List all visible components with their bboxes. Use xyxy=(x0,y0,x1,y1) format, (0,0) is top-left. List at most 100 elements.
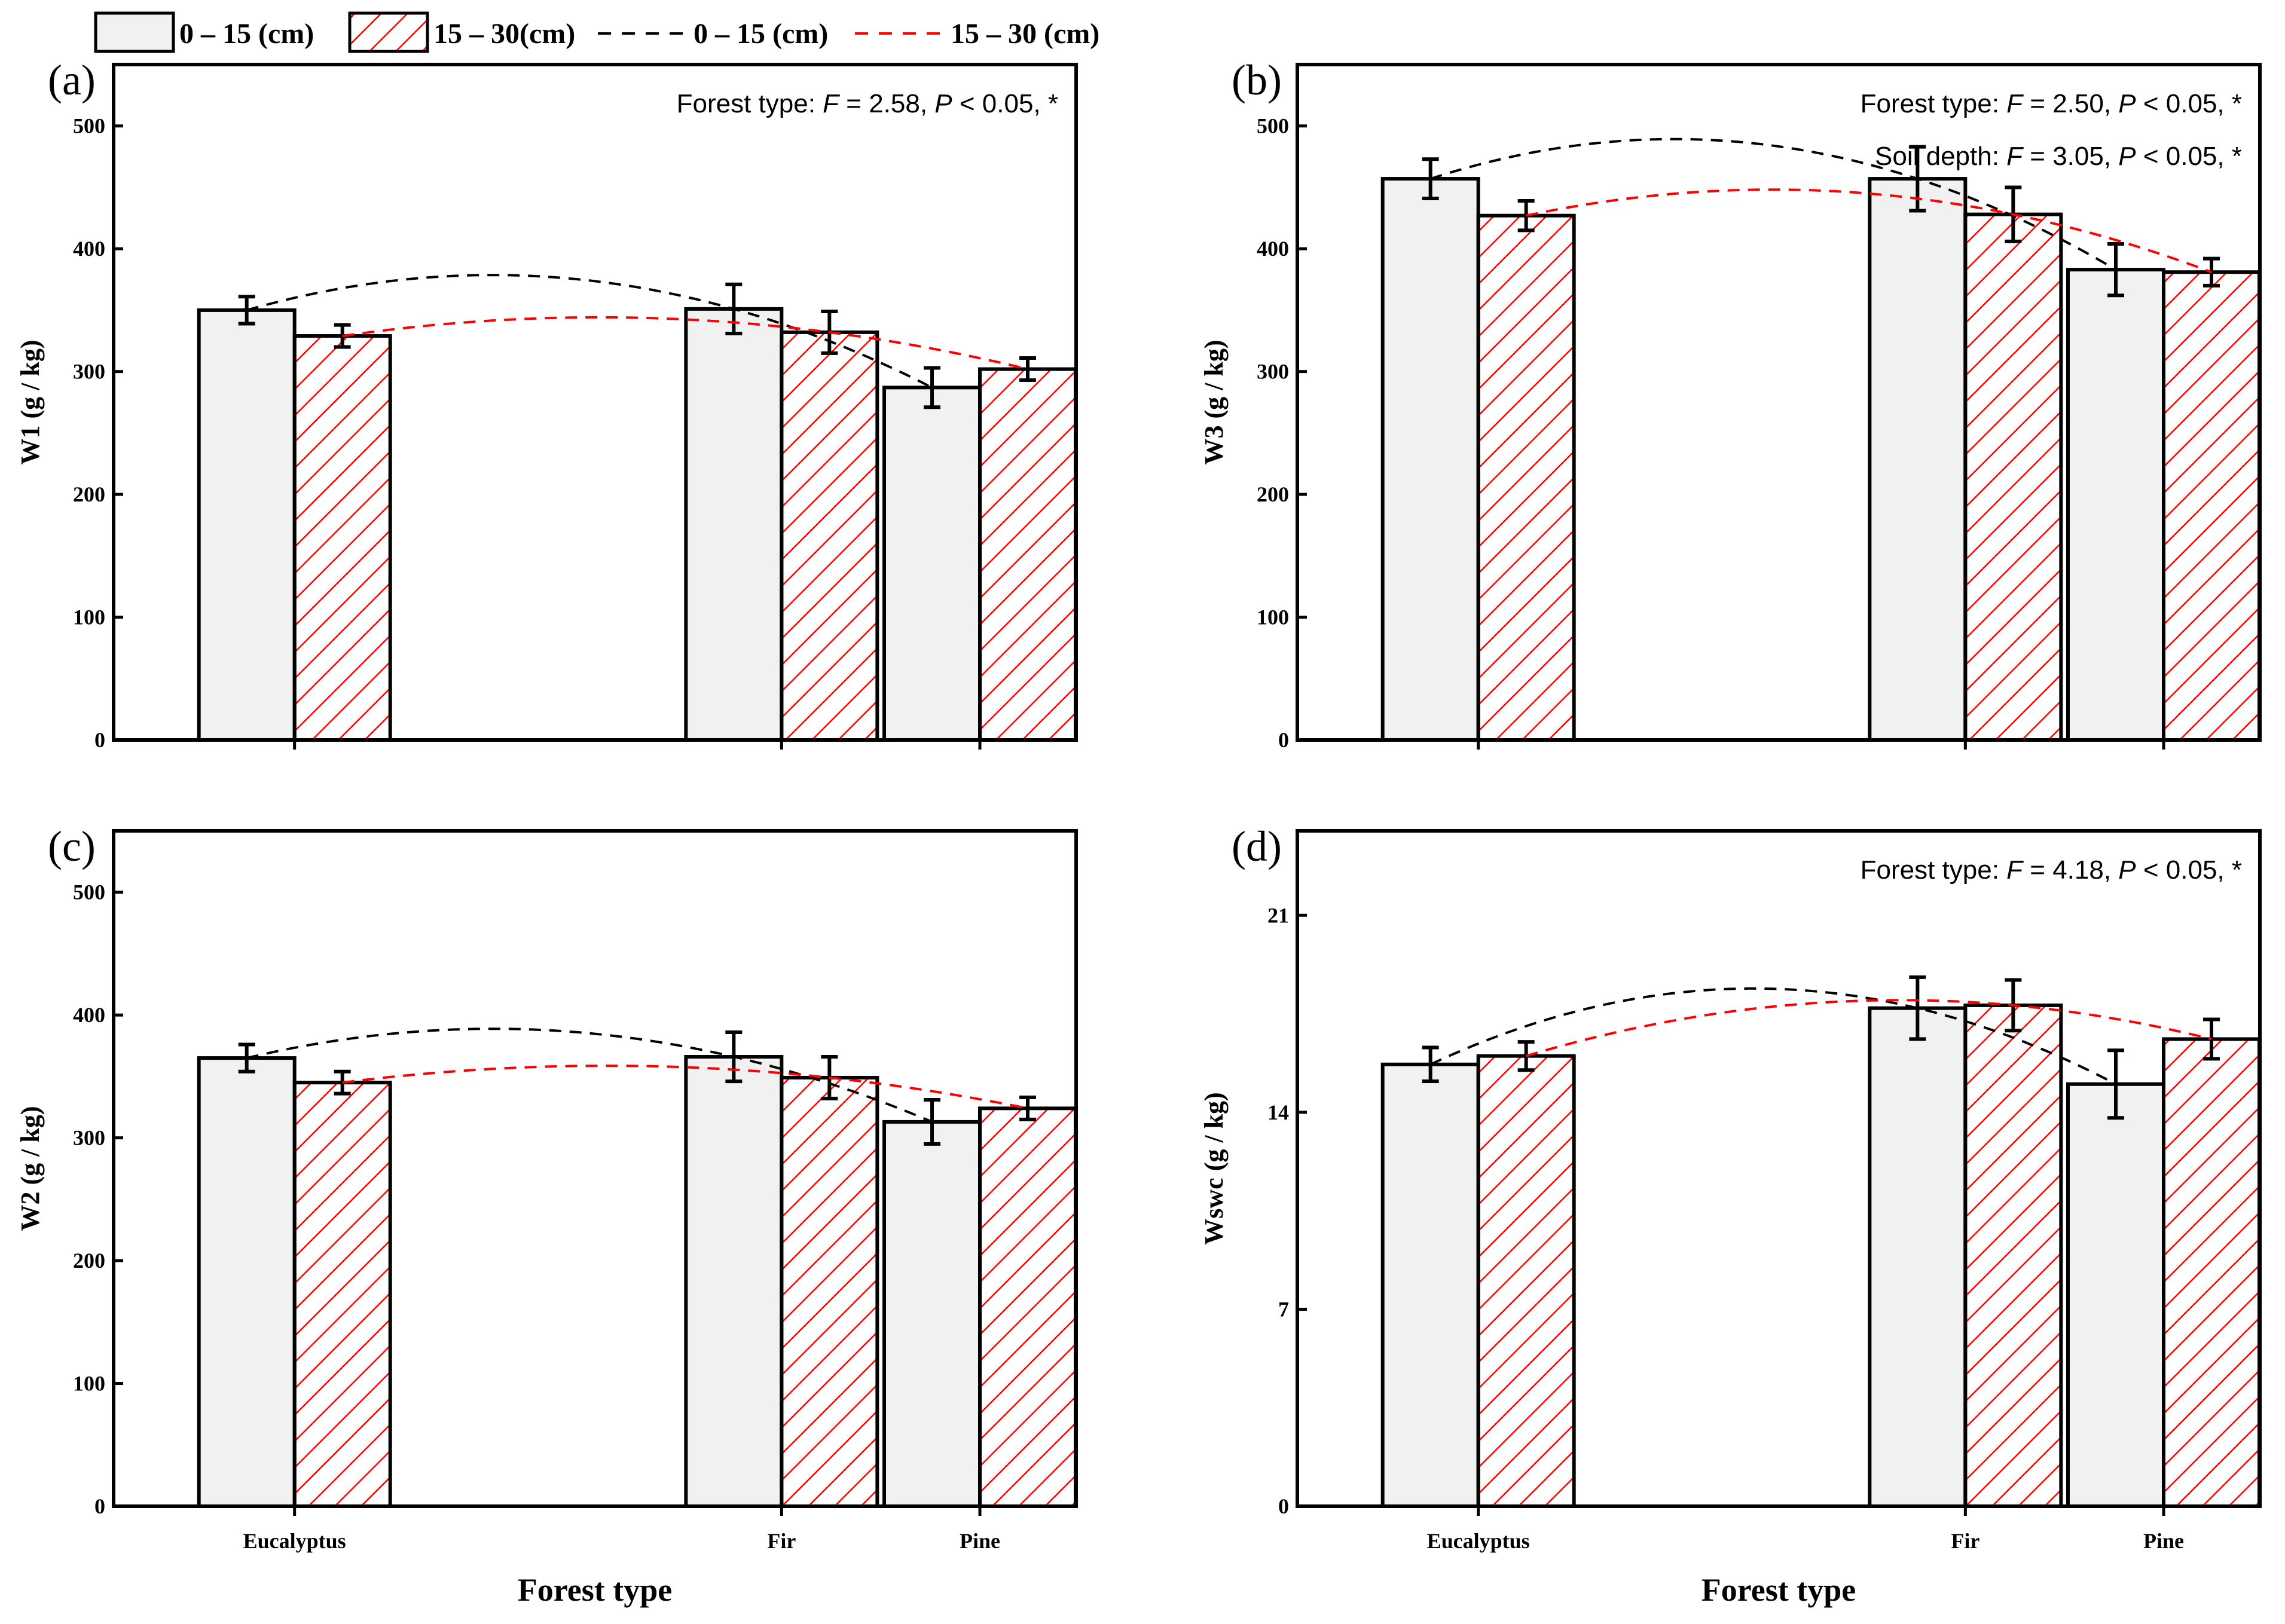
bar-pine-15-30 xyxy=(2162,1037,2261,1508)
trend-line-0-15 xyxy=(246,274,933,389)
trend-line-15-30 xyxy=(342,1064,1028,1110)
plot-frame xyxy=(112,829,1078,1508)
y-tick-label: 400 xyxy=(73,237,105,261)
bar-pine-0-15 xyxy=(2066,268,2165,742)
y-tick-label: 14 xyxy=(1267,1100,1289,1124)
trend-line-15-30 xyxy=(342,316,1028,371)
y-tick-label: 300 xyxy=(73,360,105,384)
error-bar-pine-0-15 xyxy=(924,1097,940,1146)
error-bar-pine-15-30 xyxy=(1019,1095,1036,1121)
y-tick-label: 200 xyxy=(73,1249,105,1273)
x-axis-title: Forest type xyxy=(1701,1572,1856,1608)
x-axis-title: Forest type xyxy=(518,1572,672,1608)
y-tick-label: 500 xyxy=(73,114,105,138)
error-bar-pine-15-30 xyxy=(1019,356,1036,383)
y-tick-label: 7 xyxy=(1278,1297,1289,1321)
bar-pine-15-30 xyxy=(978,1106,1077,1508)
bar-fir-0-15 xyxy=(684,307,784,742)
y-tick-label: 0 xyxy=(94,1494,105,1518)
chart-panel-c: 0 100 200 300 400 500 Eucalyptus Fir Pine W2 (g /… xyxy=(16,822,1078,1608)
y-tick-label: 200 xyxy=(73,482,105,506)
stat-annotation: Forest type: F = 2.58, P < 0.05, * xyxy=(677,89,1058,118)
panel-label: (c) xyxy=(48,822,96,870)
y-tick-label: 500 xyxy=(1257,114,1289,138)
stat-annotation: Soil depth: F = 3.05, P < 0.05, * xyxy=(1875,142,2242,171)
y-tick-label: 100 xyxy=(1257,605,1289,629)
y-axis-title: W3 (g / kg) xyxy=(1199,340,1229,465)
error-bar-eucalyptus-15-30 xyxy=(334,323,351,349)
error-bar-fir-0-15 xyxy=(1909,975,1926,1041)
bar-eucalyptus-15-30 xyxy=(1476,1054,1576,1508)
x-tick-label-eucalyptus: Eucalyptus xyxy=(243,1529,346,1553)
bar-eucalyptus-0-15 xyxy=(1380,1062,1480,1508)
error-bar-pine-0-15 xyxy=(924,366,940,409)
error-bar-pine-15-30 xyxy=(2203,1017,2220,1061)
bar-pine-0-15 xyxy=(882,386,982,742)
y-axis-title: Wswc (g / kg) xyxy=(1199,1092,1229,1244)
bar-pine-0-15 xyxy=(2066,1082,2165,1508)
bar-fir-15-30 xyxy=(780,1075,879,1508)
bar-fir-15-30 xyxy=(1963,1003,2063,1508)
y-tick-label: 21 xyxy=(1267,903,1289,927)
bar-eucalyptus-0-15 xyxy=(197,1056,297,1509)
y-tick-label: 200 xyxy=(1257,482,1289,506)
bar-eucalyptus-15-30 xyxy=(292,1081,392,1508)
stat-annotation: Forest type: F = 4.18, P < 0.05, * xyxy=(1861,855,2242,885)
error-bar-eucalyptus-0-15 xyxy=(238,295,255,326)
x-tick-label-pine: Pine xyxy=(2143,1529,2184,1553)
trend-line-15-30 xyxy=(1526,188,2212,274)
legend-label-line-15-30: 15 – 30 (cm) xyxy=(951,18,1099,50)
error-bar-eucalyptus-15-30 xyxy=(334,1069,351,1096)
legend-swatch-15-30 xyxy=(348,11,429,53)
bar-fir-15-30 xyxy=(1963,212,2063,742)
bar-eucalyptus-15-30 xyxy=(1476,213,1576,742)
y-axis-title: W1 (g / kg) xyxy=(16,340,45,465)
legend-label-line-0-15: 0 – 15 (cm) xyxy=(694,18,828,50)
y-tick-label: 0 xyxy=(94,728,105,752)
x-tick-label-pine: Pine xyxy=(960,1529,1000,1553)
stat-annotation: Forest type: F = 2.50, P < 0.05, * xyxy=(1861,89,2242,118)
y-axis-title: W2 (g / kg) xyxy=(16,1106,45,1231)
bar-fir-0-15 xyxy=(684,1055,784,1508)
y-tick-label: 400 xyxy=(1257,237,1289,261)
bar-eucalyptus-15-30 xyxy=(292,334,392,742)
bar-fir-0-15 xyxy=(1868,177,1968,742)
x-tick-label-fir: Fir xyxy=(767,1529,796,1553)
error-bar-eucalyptus-0-15 xyxy=(1422,1045,1439,1084)
error-bar-pine-0-15 xyxy=(2107,1048,2124,1120)
y-tick-label: 400 xyxy=(73,1003,105,1027)
y-tick-label: 100 xyxy=(73,1372,105,1396)
error-bar-eucalyptus-15-30 xyxy=(1517,1040,1535,1072)
error-bar-pine-15-30 xyxy=(2203,256,2220,288)
bar-eucalyptus-0-15 xyxy=(197,308,297,742)
y-tick-label: 300 xyxy=(1257,360,1289,384)
legend-label-bar-0-15: 0 – 15 (cm) xyxy=(179,18,314,50)
trend-line-15-30 xyxy=(1526,999,2212,1057)
panel-label: (d) xyxy=(1232,822,1282,870)
chart-panel-d: 0 7 14 21 Eucalyptus Fir Pine Wswc (g / kg) Fore… xyxy=(1199,822,2262,1608)
error-bar-eucalyptus-0-15 xyxy=(238,1042,255,1074)
x-tick-label-eucalyptus: Eucalyptus xyxy=(1427,1529,1530,1553)
y-tick-label: 500 xyxy=(73,880,105,904)
trend-line-0-15 xyxy=(1430,137,2117,271)
bar-fir-15-30 xyxy=(780,330,879,742)
error-bar-pine-0-15 xyxy=(2107,241,2124,298)
legend-swatch-0-15 xyxy=(94,11,175,53)
error-bar-eucalyptus-15-30 xyxy=(1517,199,1535,233)
chart-panel-b: 0 100 200 300 400 500 W3 (g / kg) (b) Forest typ… xyxy=(1199,56,2262,752)
trend-line-0-15 xyxy=(246,1027,933,1123)
chart-panel-a: 0 100 200 300 400 500 W1 (g / kg) (a) Forest typ… xyxy=(16,56,1078,752)
bar-fir-0-15 xyxy=(1868,1006,1968,1508)
bar-eucalyptus-0-15 xyxy=(1380,177,1480,742)
legend-label-bar-15-30: 15 – 30(cm) xyxy=(433,18,575,50)
y-tick-label: 100 xyxy=(73,605,105,629)
y-tick-label: 300 xyxy=(73,1126,105,1150)
plot-frame xyxy=(1296,829,2262,1508)
panel-label: (a) xyxy=(48,56,96,104)
y-tick-label: 0 xyxy=(1278,728,1289,752)
bar-pine-15-30 xyxy=(978,367,1077,742)
y-tick-label: 0 xyxy=(1278,1494,1289,1518)
plot-frame xyxy=(1296,63,2262,742)
error-bar-eucalyptus-0-15 xyxy=(1422,157,1439,200)
